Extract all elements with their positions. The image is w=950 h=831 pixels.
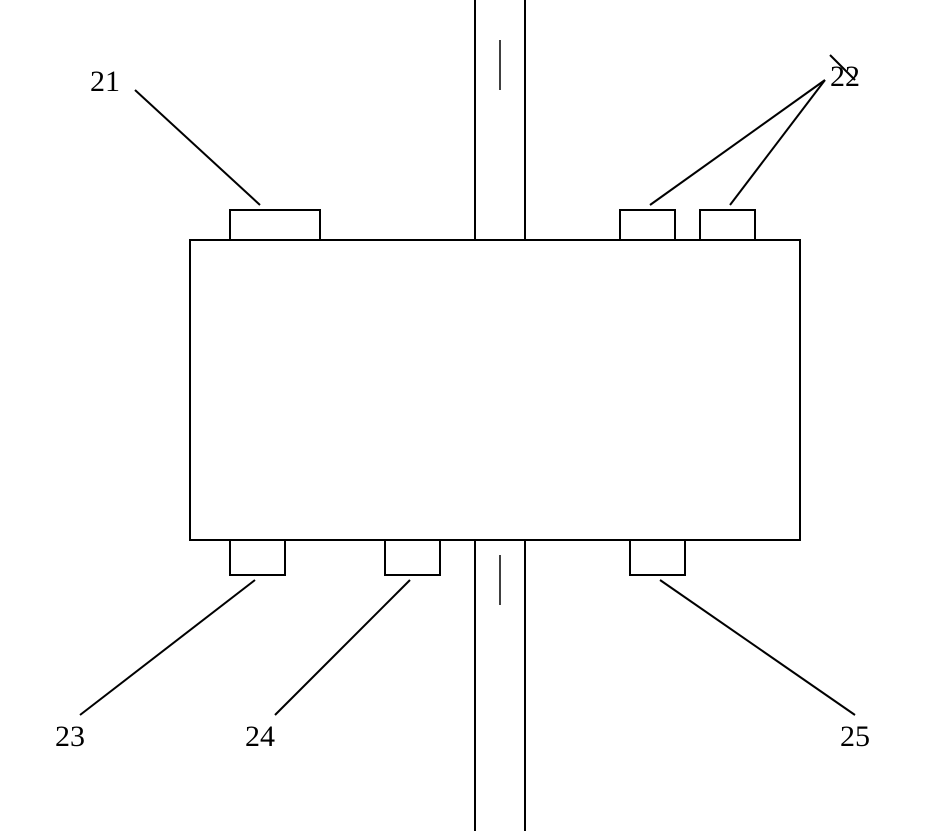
tab-21 (230, 210, 320, 240)
label-24: 24 (245, 720, 275, 754)
tab-23 (230, 540, 285, 575)
tab-22b (700, 210, 755, 240)
tab-22a (620, 210, 675, 240)
label-21: 21 (90, 65, 120, 99)
label-22: 22 (830, 60, 860, 94)
tab-24 (385, 540, 440, 575)
tab-25 (630, 540, 685, 575)
diagram-canvas (0, 0, 950, 831)
label-25: 25 (840, 720, 870, 754)
label-23: 23 (55, 720, 85, 754)
